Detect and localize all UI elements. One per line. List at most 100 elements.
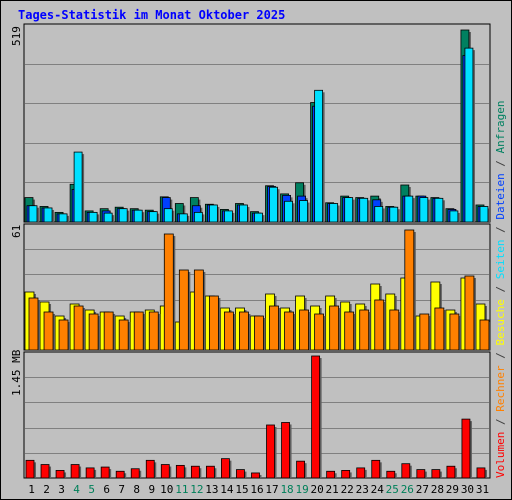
bot-bar-volumen-day-8: [130, 468, 140, 479]
mid-bar-rechner-day-14: [224, 311, 234, 351]
mid-ymax-label: 61: [10, 225, 23, 238]
panel-requests-files-pages: [23, 23, 491, 223]
top-bar-seiten-day-30: [464, 47, 474, 223]
mid-bar-rechner-day-4: [73, 305, 84, 351]
legend-anfragen: Anfragen: [494, 100, 507, 153]
mid-bar-rechner-day-31: [479, 319, 490, 351]
bot-bar-volumen-day-5: [85, 467, 95, 479]
x-tick-day-17: 17: [265, 483, 278, 496]
bot-bar-volumen-day-2: [40, 464, 50, 479]
top-bar-seiten-day-12: [193, 211, 203, 223]
top-bar-seiten-day-23: [359, 197, 369, 223]
x-tick-day-6: 6: [103, 483, 110, 496]
bot-plot-area: [23, 351, 491, 479]
mid-bar-rechner-day-19: [299, 309, 309, 351]
top-bar-seiten-day-27: [419, 197, 429, 223]
bot-bar-volumen-day-15: [236, 469, 245, 479]
mid-bar-rechner-day-3: [58, 319, 69, 351]
x-tick-day-30: 30: [461, 483, 474, 496]
bot-bar-volumen-day-19: [296, 460, 305, 479]
x-tick-day-24: 24: [371, 483, 385, 496]
x-tick-day-1: 1: [28, 483, 35, 496]
bot-bar-volumen-day-20: [311, 355, 321, 479]
mid-bar-rechner-day-30: [464, 275, 475, 351]
top-bar-seiten-day-1: [28, 205, 38, 223]
legend-volumen: Volumen: [494, 432, 507, 478]
legend-besuche: Besuche: [494, 299, 507, 345]
mid-bar-rechner-day-18: [284, 311, 294, 351]
x-tick-day-29: 29: [446, 483, 459, 496]
top-bar-seiten-day-4: [73, 151, 83, 223]
x-tick-day-31: 31: [476, 483, 489, 496]
mid-bar-rechner-day-5: [88, 313, 99, 351]
bot-bar-volumen-day-23: [356, 467, 366, 479]
top-bar-seiten-day-24: [374, 206, 384, 223]
top-bar-seiten-day-20: [314, 89, 324, 223]
top-bar-seiten-day-6: [103, 212, 113, 223]
bot-bar-volumen-day-6: [100, 466, 110, 479]
bot-bar-volumen-day-3: [55, 470, 65, 479]
x-tick-day-13: 13: [205, 483, 218, 496]
panel-visits-hosts: [23, 223, 491, 351]
x-tick-day-25: 25: [386, 483, 399, 496]
bot-bar-volumen-day-28: [431, 469, 441, 479]
x-tick-day-19: 19: [295, 483, 308, 496]
mid-bar-rechner-day-6: [103, 311, 114, 351]
bot-bar-volumen-day-13: [205, 465, 215, 479]
bot-bar-volumen-day-27: [416, 469, 426, 479]
x-tick-day-11: 11: [175, 483, 188, 496]
top-plot-area: [23, 23, 491, 223]
top-bar-seiten-day-31: [479, 206, 489, 223]
x-tick-day-20: 20: [311, 483, 324, 496]
mid-bar-rechner-day-17: [269, 305, 279, 351]
x-tick-day-9: 9: [148, 483, 155, 496]
x-tick-day-22: 22: [341, 483, 354, 496]
top-bar-seiten-day-8: [133, 209, 143, 223]
mid-bar-rechner-day-23: [359, 309, 370, 351]
bot-bar-volumen-day-9: [145, 459, 155, 479]
top-ymax-label: 519: [10, 26, 23, 46]
mid-bar-rechner-day-13: [208, 295, 219, 351]
x-tick-day-21: 21: [326, 483, 339, 496]
bot-bar-volumen-day-1: [25, 459, 35, 479]
mid-bar-rechner-day-29: [449, 313, 460, 351]
mid-bar-rechner-day-12: [193, 269, 204, 351]
x-tick-day-12: 12: [190, 483, 203, 496]
bot-bar-volumen-day-26: [401, 463, 411, 479]
top-bar-seiten-day-14: [224, 210, 233, 223]
top-bar-seiten-day-18: [284, 200, 293, 223]
top-bar-seiten-day-16: [254, 212, 263, 223]
mid-bar-rechner-day-26: [404, 229, 415, 351]
x-tick-day-4: 4: [73, 483, 80, 496]
bot-bar-volumen-day-29: [446, 465, 456, 479]
top-bar-seiten-day-22: [344, 197, 354, 223]
bot-bar-volumen-day-7: [115, 470, 125, 479]
x-tick-day-23: 23: [356, 483, 369, 496]
mid-bar-rechner-day-10: [163, 233, 174, 351]
x-tick-day-7: 7: [118, 483, 125, 496]
x-tick-day-15: 15: [235, 483, 248, 496]
mid-bar-rechner-day-9: [148, 311, 159, 351]
top-bar-seiten-day-28: [434, 197, 444, 223]
x-tick-day-14: 14: [220, 483, 234, 496]
bot-bar-volumen-day-16: [251, 472, 260, 479]
x-tick-day-18: 18: [280, 483, 293, 496]
top-bar-seiten-day-26: [404, 195, 414, 223]
bot-ymax-label: 1.45 MB: [10, 349, 23, 396]
right-legend: Volumen / Rechner / Besuche / Seiten / D…: [494, 100, 507, 478]
top-bar-seiten-day-15: [239, 204, 248, 223]
top-bar-seiten-day-17: [269, 186, 278, 223]
bot-bar-volumen-day-30: [461, 418, 471, 479]
bot-bar-volumen-day-21: [326, 470, 336, 479]
x-tick-day-2: 2: [43, 483, 50, 496]
legend-dateien: Dateien: [494, 173, 507, 219]
top-bar-seiten-day-19: [299, 200, 308, 223]
top-bar-seiten-day-29: [449, 210, 459, 223]
x-tick-day-10: 10: [160, 483, 173, 496]
mid-bar-rechner-day-27: [419, 313, 430, 351]
mid-bar-rechner-day-28: [434, 307, 445, 351]
bot-bar-volumen-day-25: [386, 470, 396, 479]
bot-bar-volumen-day-14: [221, 458, 230, 479]
bot-bar-volumen-day-18: [281, 422, 290, 479]
